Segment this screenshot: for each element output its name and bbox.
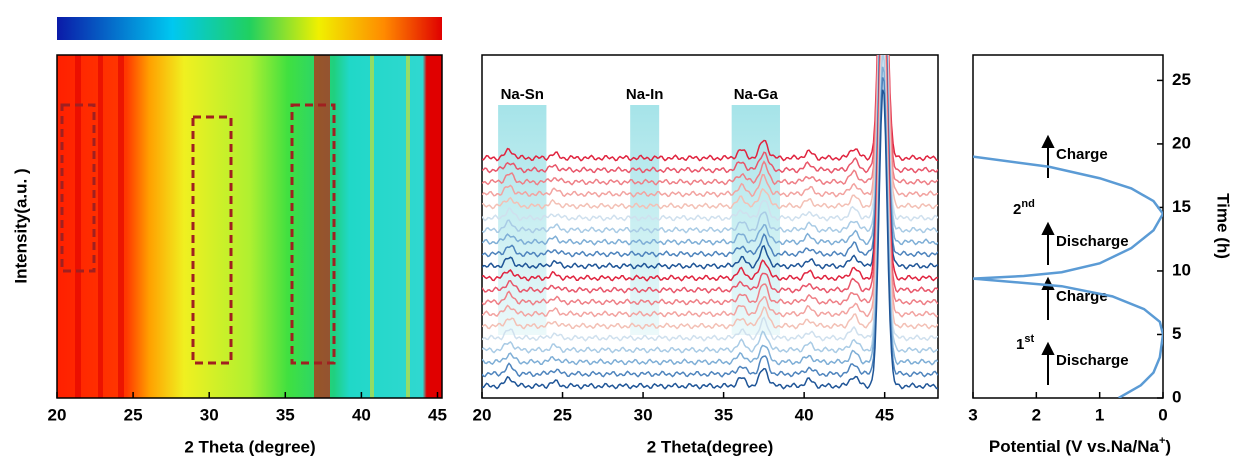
annotation: Charge bbox=[1056, 146, 1108, 163]
annotation: Discharge bbox=[1056, 233, 1129, 250]
annotation: 2nd bbox=[1013, 198, 1035, 218]
x-tick-label: 35 bbox=[714, 405, 733, 424]
x-tick-label: 40 bbox=[795, 405, 814, 424]
label-sup: + bbox=[1159, 435, 1165, 447]
highlight-region bbox=[731, 105, 780, 335]
xrd-pattern bbox=[482, 55, 938, 342]
xrd-pattern bbox=[482, 55, 938, 318]
x-axis-label: 2 Theta(degree) bbox=[647, 437, 774, 456]
x-tick-label: 40 bbox=[352, 405, 371, 424]
y-tick-label: 20 bbox=[1172, 133, 1191, 152]
x-tick-label: 1 bbox=[1095, 405, 1104, 424]
x-tick-label: 2 bbox=[1032, 405, 1041, 424]
heatmap-stripes bbox=[75, 55, 330, 398]
annotation-num: 2 bbox=[1013, 201, 1021, 218]
region-label: Na-Ga bbox=[734, 86, 779, 103]
xrd-pattern bbox=[482, 55, 938, 210]
x-tick-label: 45 bbox=[875, 405, 894, 424]
x-tick-label: 20 bbox=[48, 405, 67, 424]
annotation: 1st bbox=[1016, 333, 1034, 353]
xrd-pattern bbox=[482, 55, 938, 246]
region-label: Na-In bbox=[626, 86, 664, 103]
y-tick-label: 15 bbox=[1172, 197, 1191, 216]
xrd-pattern bbox=[482, 55, 938, 330]
x-tick-label: 0 bbox=[1158, 405, 1167, 424]
xrd-pattern bbox=[482, 55, 938, 354]
xrd-pattern bbox=[482, 55, 938, 162]
xrd-pattern bbox=[482, 55, 938, 222]
xrd-pattern bbox=[482, 55, 938, 186]
annotation-num: 1 bbox=[1016, 336, 1024, 353]
xrd-pattern bbox=[482, 55, 938, 174]
x-tick-label: 25 bbox=[124, 405, 143, 424]
x-tick-label: 35 bbox=[276, 405, 295, 424]
y-tick-label: 5 bbox=[1172, 324, 1181, 343]
xrd-pattern bbox=[482, 55, 938, 282]
potential-curve bbox=[973, 155, 1163, 398]
x-tick-label: 45 bbox=[428, 405, 447, 424]
x-axis-label: 2 Theta (degree) bbox=[184, 437, 315, 456]
y-axis-label: Intensity(a.u. ) bbox=[11, 168, 30, 283]
y-tick-label: 25 bbox=[1172, 70, 1191, 89]
heatmap bbox=[57, 55, 442, 398]
y-tick-label: 10 bbox=[1172, 260, 1191, 279]
label-text: Potential (V vs.Na/Na bbox=[989, 437, 1160, 456]
y-axis-label: Time (h) bbox=[1214, 193, 1233, 259]
xrd-pattern bbox=[482, 55, 938, 198]
annotation: Discharge bbox=[1056, 352, 1129, 369]
label-text: ) bbox=[1165, 437, 1171, 456]
annotation-sup: nd bbox=[1021, 198, 1034, 210]
x-axis-label: Potential (V vs.Na/Na+) bbox=[989, 435, 1171, 457]
xrd-pattern bbox=[482, 55, 938, 294]
x-tick-label: 3 bbox=[968, 405, 977, 424]
xrd-pattern bbox=[482, 55, 938, 306]
xrd-pattern bbox=[482, 77, 938, 378]
xrd-pattern bbox=[482, 66, 938, 366]
plot-area bbox=[482, 55, 938, 390]
highlight-region bbox=[630, 105, 660, 335]
y-tick-label: 0 bbox=[1172, 387, 1181, 406]
region-label: Na-Sn bbox=[501, 86, 544, 103]
x-tick-label: 30 bbox=[200, 405, 219, 424]
highlight-box bbox=[60, 103, 336, 365]
annotation-sup: st bbox=[1024, 333, 1034, 345]
arrows bbox=[1041, 134, 1055, 385]
x-tick-label: 20 bbox=[473, 405, 492, 424]
xrd-pattern bbox=[482, 89, 938, 390]
x-tick-label: 25 bbox=[553, 405, 572, 424]
heatmap-stripes bbox=[370, 55, 410, 398]
axes-frame bbox=[481, 54, 939, 399]
plot-area bbox=[973, 155, 1163, 398]
x-tick-label: 30 bbox=[634, 405, 653, 424]
colorbar bbox=[57, 17, 442, 40]
axes-frame bbox=[972, 54, 1164, 399]
xrd-pattern bbox=[482, 55, 938, 258]
xrd-pattern bbox=[482, 55, 938, 234]
axes-frame bbox=[56, 54, 443, 399]
xrd-pattern bbox=[482, 55, 938, 270]
